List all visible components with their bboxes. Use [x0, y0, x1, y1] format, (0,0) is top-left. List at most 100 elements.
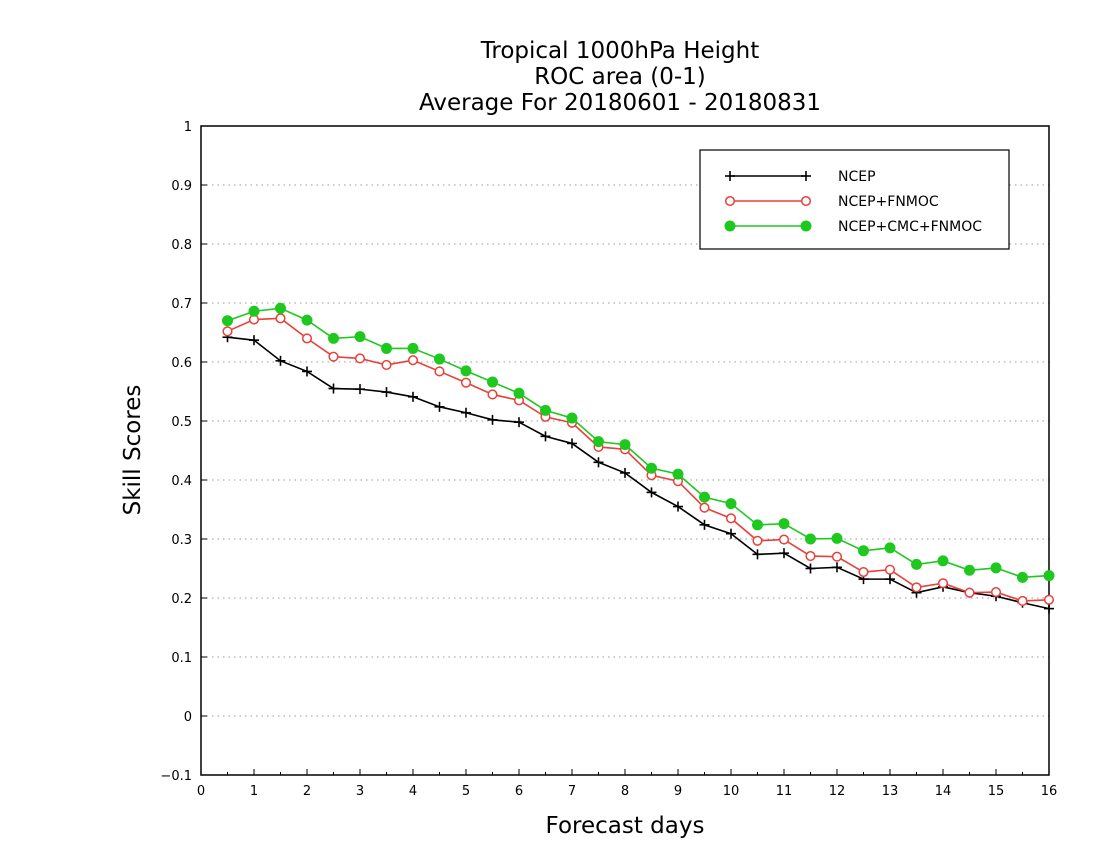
x-tick-label: 1 — [250, 784, 258, 799]
y-tick-label: 0.6 — [171, 356, 192, 371]
data-point-ncep-cmc-fnmoc — [911, 558, 922, 570]
data-point-ncep-fnmoc — [805, 551, 816, 562]
data-point-ncep-cmc-fnmoc — [222, 315, 233, 327]
y-axis-label: Skill Scores — [120, 385, 146, 516]
y-tick-label: 0 — [184, 710, 192, 725]
data-point-ncep — [514, 417, 524, 428]
y-tick-label: 1 — [184, 120, 192, 135]
data-point-ncep-cmc-fnmoc — [354, 331, 366, 343]
data-point-ncep-cmc-fnmoc — [884, 542, 896, 554]
data-point-ncep — [832, 562, 842, 573]
data-point-ncep-cmc-fnmoc — [1043, 570, 1055, 582]
data-point-ncep-cmc-fnmoc — [460, 365, 472, 377]
data-point-ncep-fnmoc — [858, 566, 869, 578]
data-point-ncep — [434, 401, 445, 412]
data-point-ncep-cmc-fnmoc — [619, 439, 631, 451]
series-line-ncep-fnmoc — [227, 317, 1050, 602]
data-point-ncep-fnmoc — [778, 534, 790, 545]
data-point-ncep-cmc-fnmoc — [725, 498, 737, 510]
series-line-ncep — [227, 336, 1050, 610]
data-point-ncep-fnmoc — [911, 582, 922, 593]
data-point-ncep-fnmoc — [831, 551, 843, 562]
y-tick-label: 0.9 — [171, 179, 192, 194]
data-point-ncep-fnmoc — [381, 359, 392, 371]
data-point-ncep-cmc-fnmoc — [778, 518, 790, 530]
series-ncep-fnmoc — [222, 313, 1055, 607]
legend: NCEP NCEP+FNMOC NCEP+CMC+FNMOC — [699, 149, 1010, 250]
data-point-ncep-cmc-fnmoc — [831, 532, 843, 544]
data-point-ncep-cmc-fnmoc — [805, 533, 816, 545]
data-point-ncep-fnmoc — [460, 377, 472, 388]
legend-marker-ncep — [725, 171, 735, 181]
data-point-ncep — [593, 457, 604, 468]
x-tick-label: 11 — [776, 784, 793, 799]
data-point-ncep-cmc-fnmoc — [487, 376, 498, 388]
data-point-ncep-cmc-fnmoc — [672, 468, 684, 480]
x-tick-label: 15 — [988, 784, 1005, 799]
x-tick-label: 7 — [568, 784, 576, 799]
data-point-ncep-cmc-fnmoc — [566, 412, 578, 424]
data-point-ncep — [408, 391, 418, 402]
data-point-ncep-fnmoc — [699, 502, 710, 513]
x-tick-label: 14 — [935, 784, 952, 799]
data-point-ncep-cmc-fnmoc — [540, 404, 551, 416]
x-tick-label: 12 — [829, 784, 846, 799]
x-tick-label: 4 — [409, 784, 417, 799]
x-tick-label: 2 — [303, 784, 311, 799]
data-point-ncep-cmc-fnmoc — [593, 436, 604, 448]
data-point-ncep-fnmoc — [407, 355, 419, 366]
data-point-ncep-fnmoc — [222, 326, 233, 337]
x-tick-label: 5 — [462, 784, 470, 799]
legend-marker-ncep-fnmoc — [800, 195, 812, 207]
gridlines — [201, 184, 1049, 717]
data-point-ncep-fnmoc — [964, 587, 975, 598]
data-point-ncep-cmc-fnmoc — [434, 353, 445, 365]
x-tick-label: 8 — [621, 784, 629, 799]
data-point-ncep-cmc-fnmoc — [1017, 571, 1028, 583]
legend-box — [699, 149, 1010, 250]
series-group — [222, 302, 1055, 614]
legend-marker-ncep-cmc-fnmoc — [724, 220, 736, 232]
x-tick-label: 16 — [1041, 784, 1058, 799]
chart-title-line-1: Tropical 1000hPa Height — [480, 38, 760, 64]
data-point-ncep — [355, 384, 365, 395]
y-tick-label: 0.2 — [171, 592, 192, 607]
y-tick-label: 0.4 — [171, 474, 192, 489]
data-point-ncep — [328, 383, 339, 394]
data-point-ncep-cmc-fnmoc — [381, 342, 392, 354]
data-point-ncep-cmc-fnmoc — [964, 564, 975, 576]
data-point-ncep-fnmoc — [301, 333, 313, 344]
x-tick-label: 3 — [356, 784, 364, 799]
legend-label-ncep: NCEP — [838, 169, 876, 185]
data-point-ncep-cmc-fnmoc — [301, 314, 313, 326]
data-point-ncep-cmc-fnmoc — [699, 491, 710, 503]
data-point-ncep-fnmoc — [752, 535, 763, 546]
x-tick-label: 0 — [197, 784, 205, 799]
data-point-ncep — [752, 549, 763, 560]
data-point-ncep-fnmoc — [884, 564, 896, 575]
axis-ticks: −0.100.10.20.30.40.50.60.70.80.910 1 2 3 4 5 6… — [160, 120, 1057, 799]
series-ncep-cmc-fnmoc — [222, 302, 1055, 583]
data-point-ncep — [487, 414, 498, 425]
data-point-ncep-cmc-fnmoc — [752, 519, 763, 531]
legend-marker-ncep-fnmoc — [724, 195, 736, 207]
data-point-ncep — [699, 519, 710, 530]
chart-title-line-3: Average For 20180601 - 20180831 — [419, 90, 821, 116]
data-point-ncep-fnmoc — [990, 587, 1002, 598]
data-point-ncep — [461, 407, 471, 418]
data-point-ncep-fnmoc — [328, 351, 339, 362]
y-tick-label: −0.1 — [160, 769, 192, 784]
data-point-ncep-fnmoc — [354, 353, 366, 364]
data-point-ncep — [275, 355, 286, 366]
data-point-ncep-cmc-fnmoc — [646, 462, 657, 474]
data-point-ncep — [302, 366, 312, 377]
series-line-ncep-cmc-fnmoc — [227, 307, 1050, 579]
y-tick-label: 0.8 — [171, 238, 192, 253]
data-point-ncep-fnmoc — [434, 366, 445, 377]
data-point-ncep-cmc-fnmoc — [513, 387, 525, 399]
data-point-ncep-fnmoc — [725, 513, 737, 524]
data-point-ncep — [673, 501, 683, 512]
legend-label-ncep-cmc-fnmoc: NCEP+CMC+FNMOC — [838, 219, 982, 235]
